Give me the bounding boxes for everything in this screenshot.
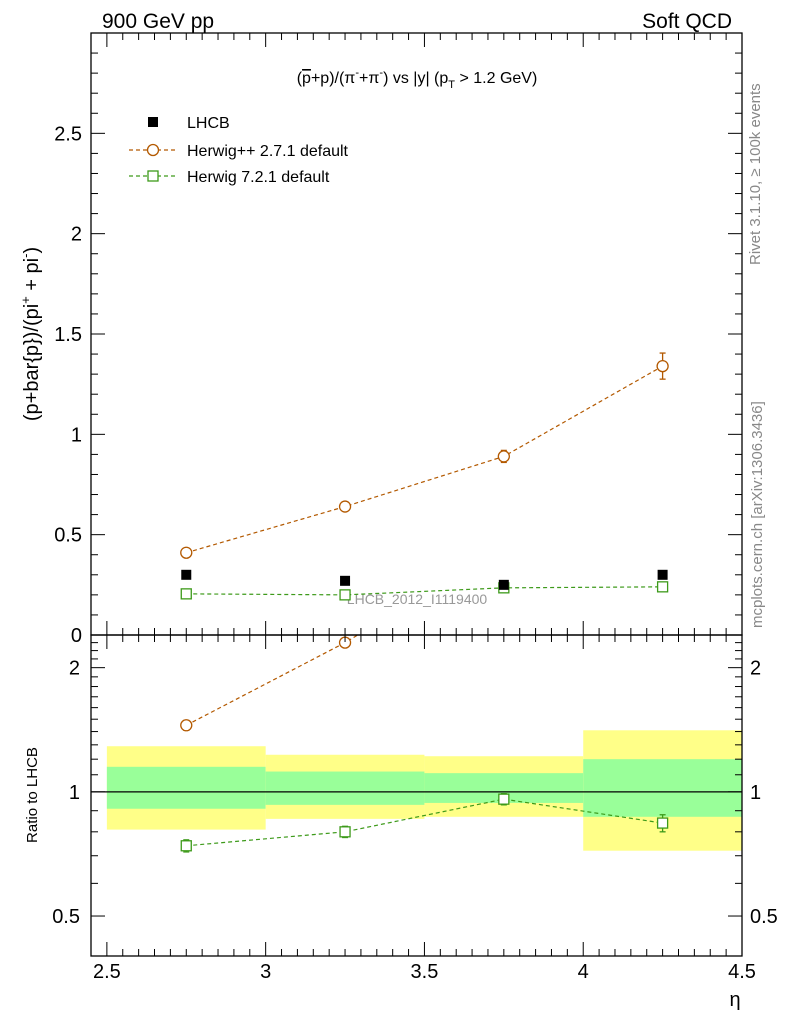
ratio-y-tick-label-right: 1 (750, 782, 761, 804)
main-y-tick-label: 2.5 (54, 123, 82, 145)
ratio-herwig7-point (339, 826, 351, 838)
rivet-label: Rivet 3.1.10, ≥ 100k events (747, 83, 764, 265)
main-herwig7-point (180, 588, 192, 600)
main-lhcb-point (657, 569, 668, 580)
legend-herwigpp-label: Herwig++ 2.7.1 default (187, 143, 349, 160)
ratio-frame (90, 634, 743, 957)
main-y-tick-label: 1 (71, 424, 82, 446)
main-herwigpp-point (180, 546, 193, 559)
main-y-tick-label: 0.5 (54, 525, 82, 547)
main-herwigpp-point (497, 450, 510, 463)
main-herwig7-line (186, 586, 663, 596)
main-ylabel: (p+bar{p})/(pi+ + pi-) (18, 247, 43, 421)
band-inner-3 (583, 759, 742, 817)
ratio-herwig7-point (498, 793, 510, 805)
legend-herwig7-label: Herwig 7.2.1 default (187, 169, 330, 186)
ratio-herwigpp-line (185, 634, 359, 726)
ratio-series-lines (185, 634, 663, 847)
x-axis-label: η (729, 989, 740, 1011)
header-right: Soft QCD (642, 10, 732, 33)
header-left: 900 GeV pp (102, 10, 214, 33)
band-inner-0 (106, 766, 266, 809)
legend-lhcb-marker (148, 117, 158, 127)
ratio-herwig7-point (180, 840, 192, 852)
ratio-herwig7-point (656, 817, 669, 829)
legend-herwig7-marker (147, 170, 159, 182)
main-lhcb-point (340, 575, 351, 586)
ratio-y-tick-label-left: 0.5 (52, 906, 80, 928)
main-herwigpp-line (186, 365, 663, 554)
main-series-marks (180, 352, 669, 601)
main-y-tick-label: 0 (71, 625, 82, 647)
x-tick-label: 3.5 (411, 961, 439, 983)
ratio-ylabel: Ratio to LHCB (24, 747, 41, 843)
ratio-y-tick-label-left: 2 (69, 658, 80, 680)
legend-lhcb-label: LHCB (187, 115, 230, 132)
ratio-bands (91, 730, 742, 851)
axis-ticks (91, 32, 743, 957)
watermark: LHCB_2012_I1119400 (347, 591, 488, 607)
ratio-herwig7-line (186, 798, 663, 847)
legend-herwigpp-marker (146, 143, 160, 157)
ratio-y-tick-label-right: 2 (750, 658, 761, 680)
main-herwig7-point (656, 581, 669, 593)
ratio-series-marks (180, 636, 669, 853)
main-y-tick-label: 1.5 (54, 324, 82, 346)
main-y-tick-label: 2 (71, 224, 82, 246)
legend: LHCB Herwig++ 2.7.1 default Herwig 7.2.1… (129, 115, 349, 186)
ratio-y-tick-label-right: 0.5 (750, 906, 778, 928)
axis-tick-labels: 0 0.5 1 1.5 2 2.5 0.5 0.5 1 1 2 2 2.5 3 3.5 4 4.5 (52, 123, 778, 983)
ratio-y-tick-label-left: 1 (69, 782, 80, 804)
ratio-herwigpp-point (180, 719, 193, 732)
x-tick-label: 4 (578, 961, 589, 983)
main-herwigpp-point (656, 359, 669, 373)
mcplots-label: mcplots.cern.ch [arXiv:1306.3436] (749, 401, 766, 628)
x-tick-label: 3 (260, 961, 271, 983)
main-lhcb-point (498, 579, 509, 590)
x-tick-label: 2.5 (93, 961, 121, 983)
x-tick-label: 4.5 (728, 961, 756, 983)
band-inner-1 (265, 771, 425, 805)
main-herwigpp-point (338, 500, 352, 513)
main-herwig7-point (339, 589, 351, 601)
main-lhcb-point (181, 569, 192, 580)
pbar-glyph: p (302, 70, 311, 87)
main-series-lines (186, 365, 663, 596)
main-title: (p+p)/(π-+π-) vs |y| (pT > 1.2 GeV) (297, 67, 538, 91)
